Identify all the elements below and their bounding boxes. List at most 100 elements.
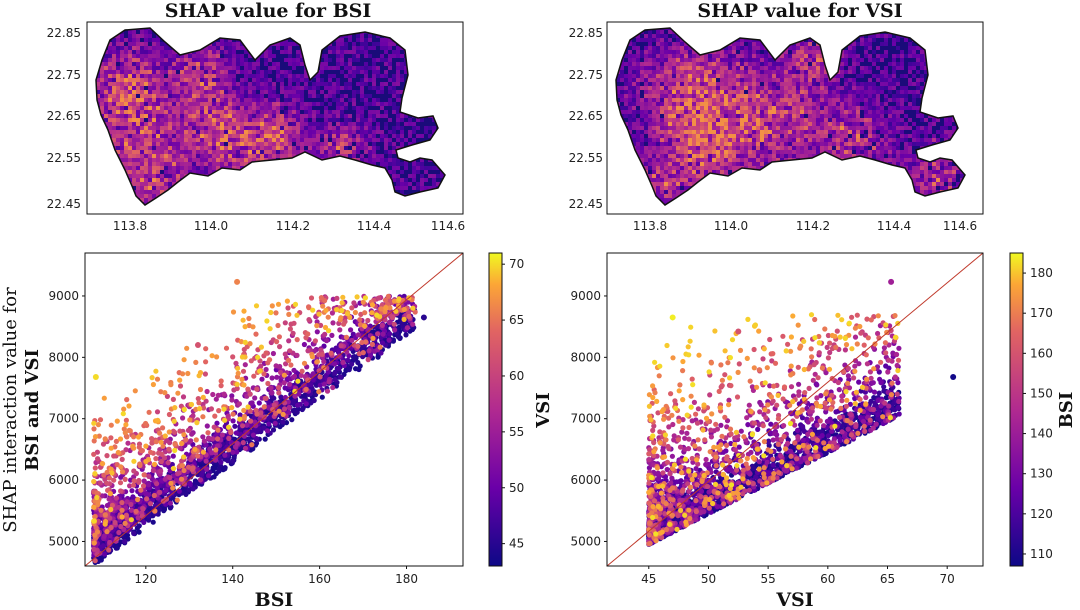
map-cell — [320, 142, 324, 146]
map-cell — [280, 70, 284, 74]
map-cell — [372, 146, 376, 150]
map-cell — [376, 126, 380, 130]
map-cell — [92, 62, 96, 66]
map-cell — [424, 206, 428, 210]
map-cell — [876, 46, 880, 50]
map-cell — [216, 118, 220, 122]
map-cell — [412, 28, 416, 30]
map-cell — [408, 174, 412, 178]
map-cell — [384, 146, 388, 150]
map-cell — [332, 118, 336, 122]
map-cell — [428, 94, 432, 98]
map-cell — [316, 202, 320, 205]
map-cell — [400, 210, 404, 214]
map-cell — [808, 28, 812, 30]
map-cell — [436, 34, 440, 38]
map-cell — [336, 146, 340, 150]
map-cell — [248, 210, 252, 214]
map-cell — [704, 30, 708, 34]
map-cell — [200, 150, 204, 154]
map-cell — [168, 90, 172, 94]
map-cell — [368, 134, 372, 138]
map-cell — [700, 70, 704, 74]
map-cell — [908, 62, 912, 66]
map-cell — [296, 78, 300, 82]
map-cell — [736, 70, 740, 74]
map-cell — [236, 114, 240, 118]
map-cell — [272, 206, 276, 210]
map-cell — [240, 182, 244, 186]
map-cell — [232, 70, 236, 74]
map-cell — [208, 162, 212, 166]
map-cell — [92, 38, 96, 42]
map-cell — [384, 158, 388, 162]
map-cell — [680, 82, 684, 86]
map-cell — [812, 30, 816, 34]
map-cell — [656, 94, 660, 98]
map-cell — [864, 94, 868, 98]
map-cell — [256, 66, 260, 70]
map-cell — [168, 78, 172, 82]
map-cell — [284, 150, 288, 154]
map-cell — [176, 94, 180, 98]
map-cell — [372, 182, 376, 186]
map-cell — [432, 34, 436, 38]
map-cell — [116, 210, 120, 214]
map-cell — [96, 38, 100, 42]
map-cell — [428, 194, 432, 198]
map-cell — [180, 150, 184, 154]
map-cell — [388, 62, 392, 66]
map-cell — [732, 90, 736, 94]
map-cell — [240, 198, 244, 202]
map-cell — [852, 50, 856, 54]
map-cell — [792, 90, 796, 94]
map-cell — [364, 106, 368, 110]
map-cell — [332, 110, 336, 114]
map-cell — [912, 94, 916, 98]
map-cell — [204, 162, 208, 166]
map-cell — [304, 202, 308, 205]
map-cell — [332, 28, 336, 30]
map-cell — [780, 28, 784, 30]
map-cell — [172, 94, 176, 98]
map-cell — [612, 38, 616, 42]
map-cell — [316, 30, 320, 34]
map-cell — [952, 86, 956, 90]
map-cell — [264, 50, 268, 54]
map-cell — [152, 114, 156, 118]
map-cell — [244, 102, 248, 106]
map-cell — [124, 126, 128, 130]
map-cell — [248, 190, 252, 194]
map-cell — [108, 86, 112, 90]
map-cell — [172, 34, 176, 38]
map-cell — [112, 194, 116, 198]
map-cell — [144, 182, 148, 186]
map-cell — [280, 90, 284, 94]
map-cell — [264, 90, 268, 94]
map-cell — [96, 206, 100, 210]
map-cell — [244, 28, 248, 30]
map-cell — [372, 150, 376, 154]
map-cell — [220, 90, 224, 94]
map-cell — [228, 198, 232, 202]
map-cell — [696, 90, 700, 94]
map-cell — [284, 86, 288, 90]
map-cell — [708, 74, 712, 78]
map-cell — [412, 94, 416, 98]
map-cell — [824, 38, 828, 42]
map-cell — [96, 54, 100, 58]
map-cell — [260, 158, 264, 162]
map-cell — [256, 58, 260, 62]
map-cell — [948, 66, 952, 70]
map-cell — [932, 94, 936, 98]
map-cell — [640, 70, 644, 74]
map-cell — [220, 138, 224, 142]
map-cell — [716, 70, 720, 74]
map-cell — [316, 86, 320, 90]
map-cell — [412, 58, 416, 62]
map-cell — [440, 46, 444, 50]
map-cell — [336, 174, 340, 178]
map-cell — [332, 114, 336, 118]
map-cell — [916, 78, 920, 82]
map-cell — [104, 94, 108, 98]
